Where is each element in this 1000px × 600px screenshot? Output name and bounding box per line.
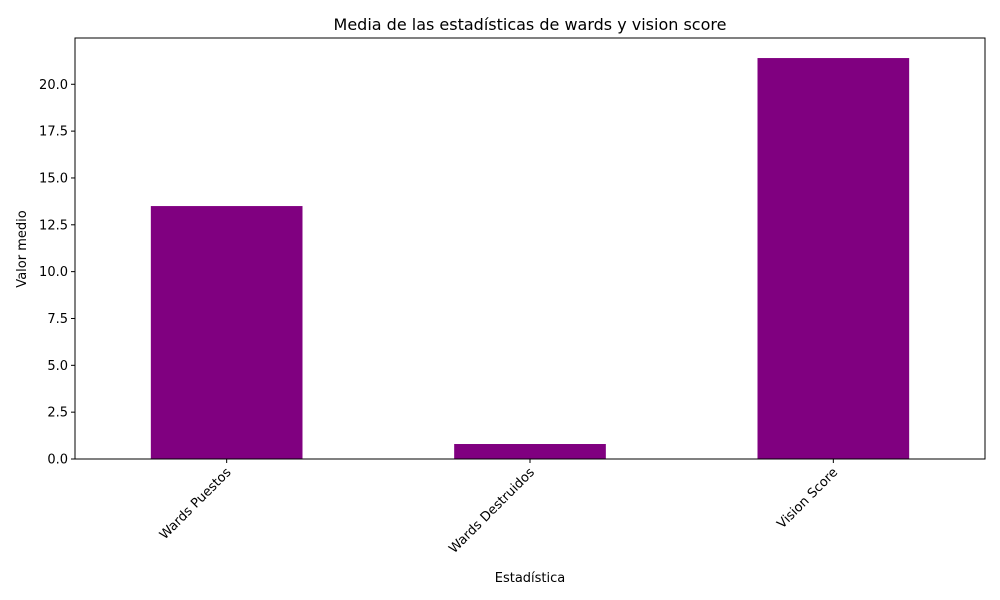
- bar-wards-puestos: [150, 206, 303, 459]
- bar-vision-score: [757, 58, 910, 460]
- bar-wards-destruidos: [454, 444, 606, 459]
- y-tick-label: 12.5: [39, 218, 68, 233]
- x-tick-label: Wards Puestos: [157, 465, 235, 543]
- y-tick-label: 17.5: [39, 125, 68, 140]
- x-tick-label: Vision Score: [774, 465, 841, 532]
- y-tick-label: 2.5: [47, 406, 68, 421]
- x-tick-label: Wards Destruidos: [446, 465, 538, 557]
- plot-area: 0.0 2.5 5.0 7.5 10.0 12.5 15.0 17.5 20.0 Wards Pu…: [39, 37, 986, 557]
- y-axis-label: Valor medio: [15, 210, 30, 287]
- y-tick-label: 15.0: [39, 171, 68, 186]
- x-axis-label: Estadística: [495, 571, 566, 586]
- y-tick-label: 5.0: [47, 359, 68, 374]
- y-tick-label: 0.0: [47, 453, 68, 468]
- y-tick-label: 10.0: [39, 265, 68, 280]
- y-tick-label: 20.0: [39, 78, 68, 93]
- chart-title: Media de las estadísticas de wards y vis…: [334, 15, 727, 34]
- y-tick-label: 7.5: [47, 312, 68, 327]
